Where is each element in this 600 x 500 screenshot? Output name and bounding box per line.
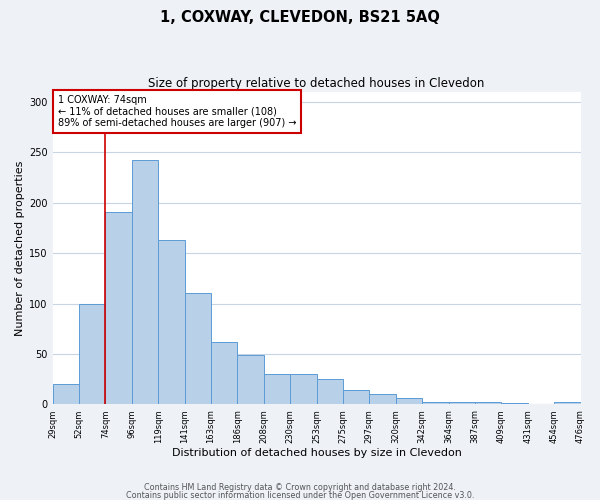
Bar — [211, 342, 238, 404]
Text: Contains HM Land Registry data © Crown copyright and database right 2024.: Contains HM Land Registry data © Crown c… — [144, 484, 456, 492]
Bar — [554, 402, 581, 404]
Bar — [370, 394, 396, 404]
X-axis label: Distribution of detached houses by size in Clevedon: Distribution of detached houses by size … — [172, 448, 461, 458]
Bar — [396, 398, 422, 404]
Bar — [290, 374, 317, 404]
Bar — [79, 304, 106, 404]
Bar — [106, 212, 132, 404]
Bar — [53, 384, 79, 404]
Y-axis label: Number of detached properties: Number of detached properties — [15, 160, 25, 336]
Bar — [422, 402, 449, 404]
Text: Contains public sector information licensed under the Open Government Licence v3: Contains public sector information licen… — [126, 490, 474, 500]
Bar — [343, 390, 370, 404]
Bar — [317, 379, 343, 404]
Bar — [264, 374, 290, 404]
Text: 1, COXWAY, CLEVEDON, BS21 5AQ: 1, COXWAY, CLEVEDON, BS21 5AQ — [160, 10, 440, 25]
Bar — [158, 240, 185, 404]
Bar — [185, 294, 211, 405]
Bar — [238, 355, 264, 405]
Bar — [475, 402, 502, 404]
Bar — [449, 402, 475, 404]
Bar — [132, 160, 158, 404]
Text: 1 COXWAY: 74sqm
← 11% of detached houses are smaller (108)
89% of semi-detached : 1 COXWAY: 74sqm ← 11% of detached houses… — [58, 95, 296, 128]
Title: Size of property relative to detached houses in Clevedon: Size of property relative to detached ho… — [148, 78, 485, 90]
